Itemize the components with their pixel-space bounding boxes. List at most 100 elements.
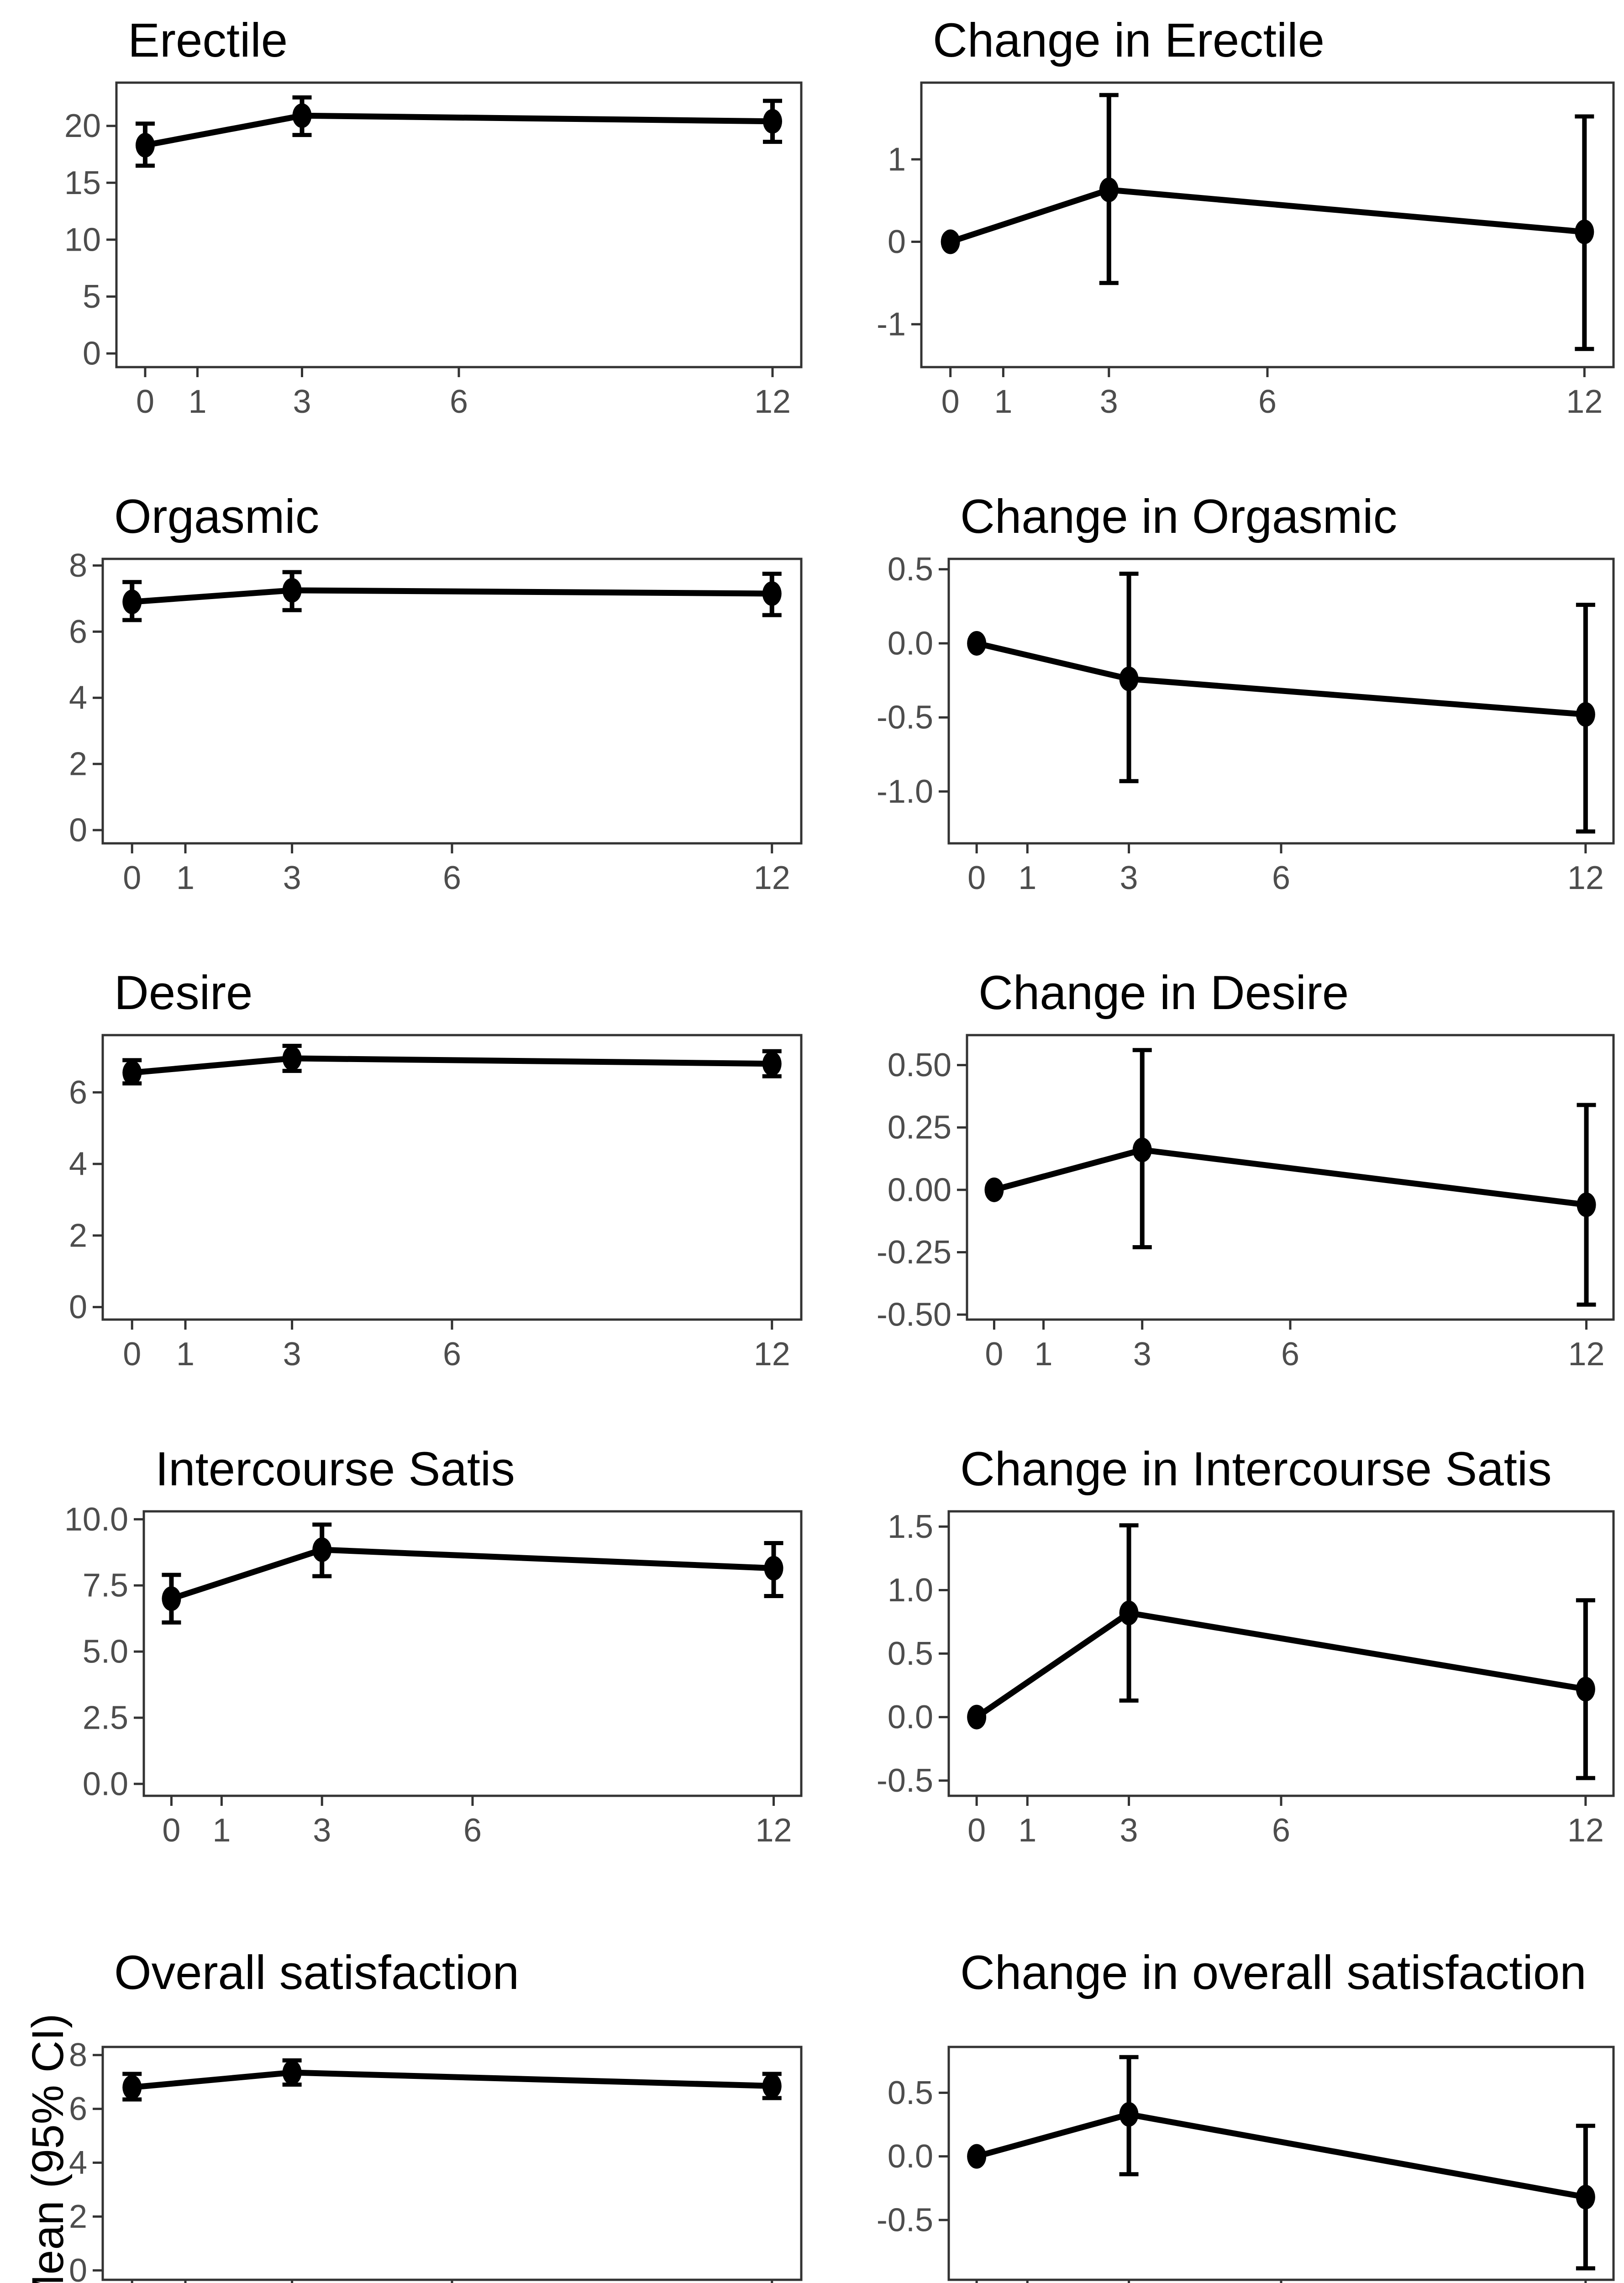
svg-text:3: 3 — [283, 1336, 301, 1373]
panel-title: Orgasmic — [114, 490, 320, 543]
svg-text:1.5: 1.5 — [888, 1509, 933, 1545]
svg-text:2: 2 — [69, 2199, 87, 2235]
svg-text:0.0: 0.0 — [888, 1699, 933, 1736]
svg-text:1.0: 1.0 — [888, 1572, 933, 1609]
svg-text:1: 1 — [1035, 1336, 1053, 1373]
change-in-intercourse-satis-plot: -0.5 0.0 0.5 1.0 1.5 0 1 3 6 12 — [877, 1509, 1615, 1849]
svg-text:12: 12 — [1567, 1812, 1604, 1849]
svg-text:-0.25: -0.25 — [877, 1234, 951, 1271]
svg-text:0.0: 0.0 — [888, 625, 933, 662]
svg-text:6: 6 — [443, 1336, 461, 1373]
svg-text:0.5: 0.5 — [888, 551, 933, 588]
svg-text:6: 6 — [463, 1812, 482, 1849]
panel-title: Change in Erectile — [933, 14, 1324, 67]
panel-intercourse-satis: Intercourse Satis 0.0 2.5 5.0 7.5 10.0 0 1 3 6 12 — [18, 1436, 830, 1912]
svg-text:4: 4 — [69, 1146, 87, 1183]
svg-text:1: 1 — [212, 1812, 231, 1849]
svg-text:3: 3 — [313, 1812, 331, 1849]
svg-text:1: 1 — [1018, 1812, 1036, 1849]
svg-text:8: 8 — [69, 547, 87, 584]
svg-text:0: 0 — [69, 1289, 87, 1326]
svg-text:3: 3 — [1120, 860, 1138, 896]
svg-text:-1: -1 — [877, 306, 906, 343]
panel-change-in-orgasmic: Change in Orgasmic -1.0 -0.5 0.0 0.5 0 1 3 6 12 — [830, 484, 1624, 960]
svg-text:10: 10 — [64, 221, 101, 258]
change-in-desire-plot: -0.50 -0.25 0.00 0.25 0.50 0 1 3 6 12 — [877, 1034, 1615, 1373]
svg-text:0.00: 0.00 — [888, 1172, 951, 1208]
panel-change-in-intercourse-satis: Change in Intercourse Satis -0.5 0.0 0.5 1.… — [830, 1436, 1624, 1912]
svg-text:0: 0 — [136, 384, 154, 420]
svg-text:3: 3 — [283, 860, 301, 896]
svg-text:0.5: 0.5 — [888, 2075, 933, 2111]
panel-change-in-erectile: Change in Erectile -1 0 1 0 1 3 6 12 — [830, 7, 1624, 484]
panel-desire: Desire 0 2 4 6 0 1 3 6 12 — [18, 960, 830, 1436]
svg-text:6: 6 — [1281, 1336, 1299, 1373]
panel-change-in-overall-satisfaction: Change in overall satisfaction -0.5 0.0 0.… — [830, 1912, 1624, 2283]
svg-text:-0.50: -0.50 — [877, 1297, 951, 1333]
svg-text:3: 3 — [1100, 384, 1118, 420]
svg-text:12: 12 — [1567, 860, 1604, 896]
svg-text:0.25: 0.25 — [888, 1110, 951, 1146]
svg-text:6: 6 — [1272, 1812, 1290, 1849]
svg-text:0.5: 0.5 — [888, 1636, 933, 1672]
y-axis-label: Mean (95% CI) — [23, 2013, 73, 2283]
svg-text:6: 6 — [69, 1074, 87, 1111]
svg-text:0: 0 — [941, 384, 960, 420]
panel-erectile: Erectile 0 5 10 15 20 0 1 3 6 12 — [18, 7, 830, 484]
svg-text:-1.0: -1.0 — [877, 773, 933, 810]
panel-change-in-desire: Change in Desire -0.50 -0.25 0.00 0.25 0.50 0… — [830, 960, 1624, 1436]
svg-text:2.5: 2.5 — [83, 1700, 128, 1736]
svg-text:12: 12 — [754, 860, 790, 896]
svg-text:12: 12 — [755, 1812, 792, 1849]
svg-text:2: 2 — [69, 746, 87, 783]
svg-text:3: 3 — [1133, 1336, 1151, 1373]
svg-text:0: 0 — [967, 860, 986, 896]
svg-text:6: 6 — [1272, 860, 1290, 896]
panel-orgasmic: Orgasmic 0 2 4 6 8 0 1 3 6 12 — [18, 484, 830, 960]
svg-text:15: 15 — [64, 165, 101, 201]
svg-text:0: 0 — [985, 1336, 1003, 1373]
svg-text:-0.5: -0.5 — [877, 700, 933, 736]
panel-title: Desire — [114, 966, 253, 1020]
svg-text:6: 6 — [1258, 384, 1277, 420]
svg-text:5.0: 5.0 — [83, 1634, 128, 1670]
svg-text:6: 6 — [69, 614, 87, 650]
svg-text:3: 3 — [1120, 1812, 1138, 1849]
svg-text:0.0: 0.0 — [83, 1766, 128, 1802]
svg-text:0: 0 — [123, 860, 141, 896]
svg-text:1: 1 — [176, 860, 194, 896]
svg-text:-0.5: -0.5 — [877, 2202, 933, 2238]
svg-text:-0.5: -0.5 — [877, 1762, 933, 1799]
svg-text:0: 0 — [967, 1812, 986, 1849]
svg-text:20: 20 — [64, 108, 101, 144]
svg-text:1: 1 — [176, 1336, 194, 1373]
svg-text:1: 1 — [1018, 860, 1036, 896]
svg-text:3: 3 — [293, 384, 311, 420]
svg-text:1: 1 — [188, 384, 206, 420]
svg-text:5: 5 — [83, 279, 101, 315]
svg-text:0: 0 — [123, 1336, 141, 1373]
panel-title: Change in Intercourse Satis — [960, 1442, 1552, 1496]
svg-text:7.5: 7.5 — [83, 1568, 128, 1604]
svg-text:0.50: 0.50 — [888, 1047, 951, 1084]
svg-text:6: 6 — [450, 384, 468, 420]
svg-text:1: 1 — [994, 384, 1012, 420]
svg-text:12: 12 — [1568, 1336, 1605, 1373]
svg-text:4: 4 — [69, 2145, 87, 2181]
intercourse-satis-plot: 0.0 2.5 5.0 7.5 10.0 0 1 3 6 12 — [64, 1501, 803, 1849]
svg-text:12: 12 — [1566, 384, 1603, 420]
change-in-orgasmic-plot: -1.0 -0.5 0.0 0.5 0 1 3 6 12 — [877, 551, 1615, 896]
panel-title: Intercourse Satis — [155, 1442, 515, 1496]
svg-text:0: 0 — [162, 1812, 180, 1849]
svg-text:10.0: 10.0 — [64, 1501, 128, 1538]
panel-title: Change in Orgasmic — [960, 490, 1398, 543]
svg-text:0: 0 — [83, 336, 101, 372]
panel-title: Erectile — [128, 14, 288, 67]
